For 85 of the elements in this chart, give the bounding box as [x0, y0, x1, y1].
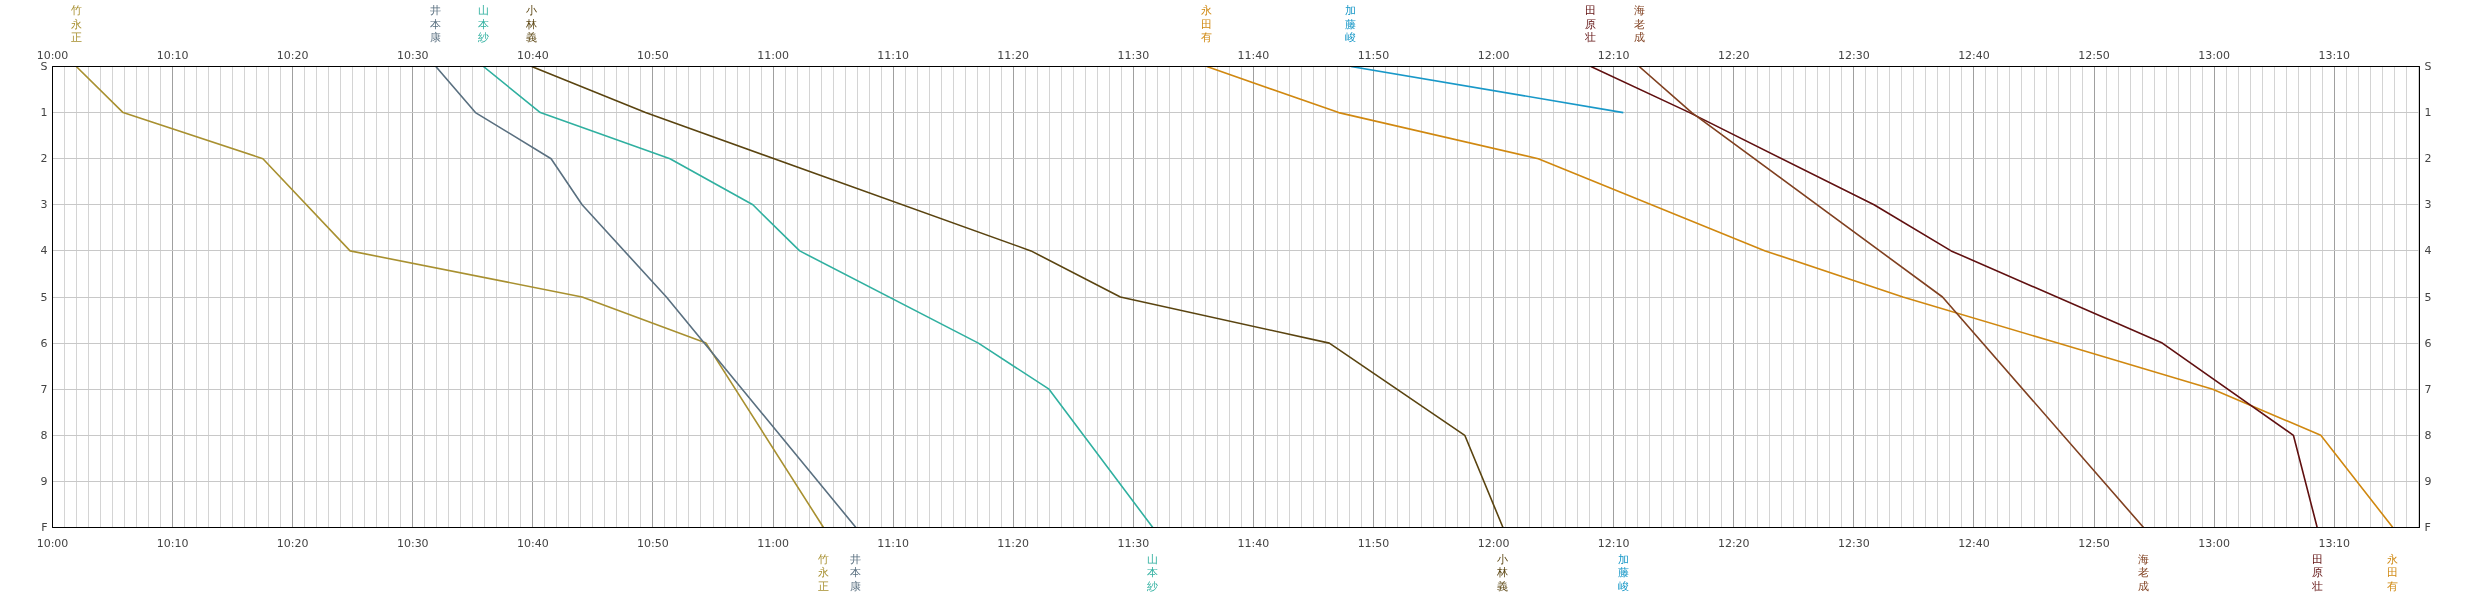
x-tick-label: 10:30: [396, 48, 429, 62]
y2-tick-label: 8: [2424, 428, 2432, 442]
x2-tick-label: 12:40: [1958, 536, 1990, 550]
y2-tick-label: 4: [2424, 244, 2432, 258]
x-tick-label: 11:40: [1237, 48, 1270, 62]
x2-tick-label: 12:10: [1597, 536, 1630, 550]
text: 田原壮: [2311, 552, 2323, 593]
x-tick-label: 11:00: [757, 48, 789, 62]
y2-tick-label: 3: [2424, 198, 2432, 212]
y-tick-label: 7: [40, 382, 48, 396]
line-series: [530, 66, 1504, 528]
text: 山本紗: [1147, 552, 1159, 593]
y2-tick-label: 6: [2424, 336, 2432, 350]
y2-tick-label: 1: [2424, 106, 2432, 120]
line-series: [1638, 66, 2145, 528]
y2-tick-label: F: [2424, 521, 2431, 534]
y-tick-label: 6: [40, 336, 48, 350]
text: 山本紗: [477, 4, 489, 45]
text: 小林義: [1497, 552, 1509, 593]
x2-tick-label: 10:30: [396, 536, 429, 550]
line-series: [435, 66, 857, 528]
text: 海老成: [1633, 4, 1645, 45]
x2-tick-label: 11:30: [1117, 536, 1150, 550]
x2-tick-label: 12:20: [1717, 536, 1750, 550]
y-tick-label: 8: [40, 428, 48, 442]
x-tick-label: 11:20: [997, 48, 1030, 62]
text: 小林義: [525, 4, 538, 45]
x-tick-label: 12:10: [1597, 48, 1630, 62]
x2-tick-label: 13:00: [2198, 536, 2230, 550]
y-tick-label: 2: [40, 152, 48, 166]
x2-tick-label: 11:00: [757, 536, 789, 550]
x2-tick-label: 12:00: [1477, 536, 1510, 550]
y-tick-label: S: [40, 60, 48, 73]
x-tick-label: 11:10: [877, 48, 910, 62]
y-tick-label: 9: [40, 474, 48, 488]
text: 永田有: [1201, 4, 1213, 45]
y-tick-label: 4: [40, 244, 48, 258]
text: 永田有: [2387, 552, 2399, 593]
x2-tick-label: 10:00: [36, 536, 69, 550]
x-tick-label: 10:40: [517, 48, 549, 62]
x-tick-label: 11:30: [1117, 48, 1150, 62]
x-tick-label: 10:50: [637, 48, 669, 62]
x2-tick-label: 11:40: [1237, 536, 1270, 550]
x-tick-label: 12:00: [1477, 48, 1510, 62]
text: 井本康: [850, 552, 862, 593]
text: 加藤峻: [1617, 552, 1629, 593]
y-tick-label: 5: [40, 290, 48, 304]
x2-tick-label: 10:20: [276, 536, 309, 550]
x-tick-label: 12:50: [2078, 48, 2110, 62]
x-tick-label: 13:00: [2198, 48, 2230, 62]
x-tick-label: 12:30: [1838, 48, 1870, 62]
y2-tick-label: 5: [2424, 290, 2432, 304]
x-tick-label: 12:20: [1717, 48, 1750, 62]
y2-tick-label: 7: [2424, 382, 2432, 396]
text: 竹永正: [817, 552, 829, 593]
y2-tick-label: S: [2424, 60, 2432, 73]
x2-tick-label: 12:30: [1838, 536, 1870, 550]
x2-tick-label: 10:50: [637, 536, 669, 550]
line-series: [1206, 66, 2394, 528]
x2-tick-label: 12:50: [2078, 536, 2110, 550]
x2-tick-label: 11:50: [1357, 536, 1390, 550]
x2-tick-label: 13:10: [2318, 536, 2351, 550]
x-tick-label: 12:40: [1958, 48, 1990, 62]
y2-tick-label: 9: [2424, 474, 2432, 488]
line-series: [482, 66, 1154, 528]
y2-tick-label: 2: [2424, 152, 2432, 166]
x2-tick-label: 11:20: [997, 536, 1030, 550]
text: 田原壮: [1584, 4, 1597, 45]
x-tick-label: 11:50: [1357, 48, 1390, 62]
line-series: [1590, 66, 2318, 528]
x-tick-label: 10:10: [156, 48, 189, 62]
x-tick-label: 13:10: [2318, 48, 2351, 62]
text: 加藤峻: [1345, 4, 1357, 45]
text: 井本康: [430, 4, 442, 45]
x2-tick-label: 10:40: [517, 536, 549, 550]
line-series: [75, 66, 825, 528]
y-tick-label: 3: [40, 198, 48, 212]
y-tick-label: F: [41, 521, 48, 534]
y-tick-label: 1: [40, 106, 48, 120]
x2-tick-label: 10:10: [156, 536, 189, 550]
text: 竹永正: [70, 4, 82, 45]
x-tick-label: 10:20: [276, 48, 309, 62]
x2-tick-label: 11:10: [877, 536, 910, 550]
x-tick-label: 10:00: [36, 48, 69, 62]
text: 海老成: [2138, 552, 2150, 593]
